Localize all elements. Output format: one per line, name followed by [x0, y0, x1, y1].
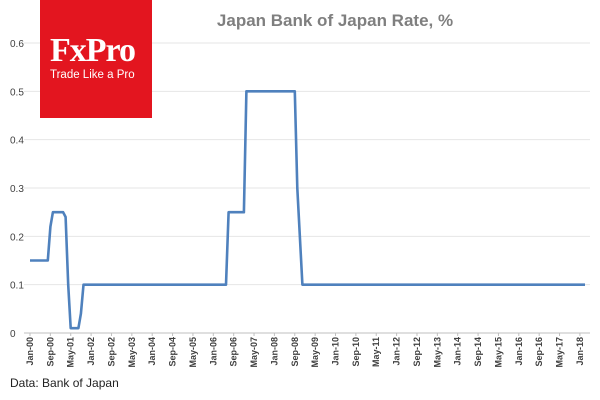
x-tick-label: Jan-02: [86, 337, 96, 366]
x-tick-label: Jan-16: [514, 337, 524, 366]
x-tick-label: May-07: [249, 337, 259, 368]
x-tick-label: Jan-06: [208, 337, 218, 366]
x-tick-label: Sep-06: [229, 337, 239, 367]
x-tick-label: May-13: [432, 337, 442, 368]
x-tick-label: Sep-08: [290, 337, 300, 367]
x-tick-label: Sep-14: [473, 337, 483, 367]
fxpro-logo: FxPro Trade Like a Pro: [40, 0, 152, 118]
series-line: [30, 90, 585, 330]
y-tick-label: 0.1: [10, 281, 24, 292]
y-tick-label: 0.2: [10, 232, 24, 243]
x-tick-label: Sep-00: [45, 337, 55, 367]
x-tick-label: May-09: [310, 337, 320, 368]
x-tick-label: Jan-08: [269, 337, 279, 366]
x-tick-label: May-01: [66, 337, 76, 368]
x-tick-label: Sep-04: [168, 337, 178, 367]
x-tick-label: May-11: [371, 337, 381, 367]
x-tick-label: May-03: [127, 337, 137, 368]
x-tick-label: Sep-12: [412, 337, 422, 367]
source-note: Data: Bank of Japan: [10, 376, 119, 390]
chart-title: Japan Bank of Japan Rate, %: [217, 11, 453, 30]
x-tick-label: Jan-14: [453, 337, 463, 366]
x-tick-label: May-05: [188, 337, 198, 368]
y-tick-label: 0.6: [10, 39, 24, 50]
x-tick-label: Jan-10: [331, 337, 341, 366]
x-tick-label: May-15: [493, 337, 503, 368]
x-tick-label: May-17: [555, 337, 565, 368]
x-tick-label: Sep-02: [106, 337, 116, 367]
x-tick-label: Jan-18: [575, 337, 585, 366]
y-tick-label: 0.4: [10, 136, 24, 147]
logo-name: FxPro: [50, 32, 136, 69]
logo-tagline: Trade Like a Pro: [50, 69, 135, 81]
x-tick-label: Sep-10: [351, 337, 361, 367]
x-tick-label: Jan-04: [147, 337, 157, 366]
x-tick-label: Sep-16: [534, 337, 544, 367]
x-tick-label: Jan-00: [25, 337, 35, 366]
y-tick-label: 0.3: [10, 184, 24, 195]
y-tick-label: 0.5: [10, 87, 24, 98]
y-tick-label: 0: [10, 329, 16, 340]
x-tick-label: Jan-12: [392, 337, 402, 366]
